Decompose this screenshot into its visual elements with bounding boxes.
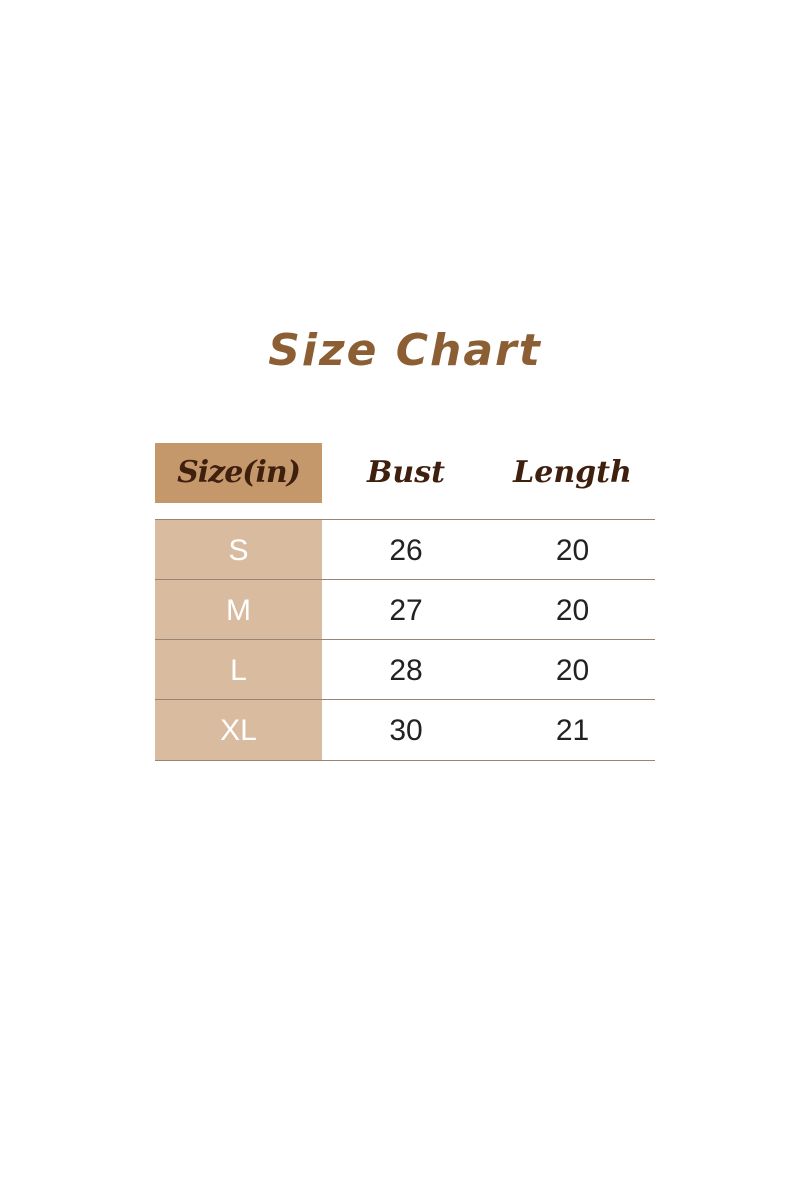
length-cell: 20 [555,654,590,687]
length-cell: 21 [555,714,590,747]
header-length: Length [513,455,632,490]
table-row: L 28 20 [155,639,655,700]
bust-cell: 27 [389,594,423,627]
length-cell: 20 [555,594,590,627]
bust-cell: 30 [389,714,423,747]
size-cell: L [155,640,322,700]
length-cell: 20 [555,534,590,567]
table-row: S 26 20 [155,519,655,580]
page-title: Size Chart [268,325,542,376]
header-size: Size(in) [155,443,322,503]
header-bust: Bust [367,455,445,490]
table-row: XL 30 21 [155,699,655,761]
size-cell: M [155,580,322,640]
table-row: M 27 20 [155,579,655,640]
bust-cell: 28 [389,654,423,687]
bust-cell: 26 [389,534,423,567]
size-cell: S [155,520,322,580]
size-cell: XL [155,700,322,760]
